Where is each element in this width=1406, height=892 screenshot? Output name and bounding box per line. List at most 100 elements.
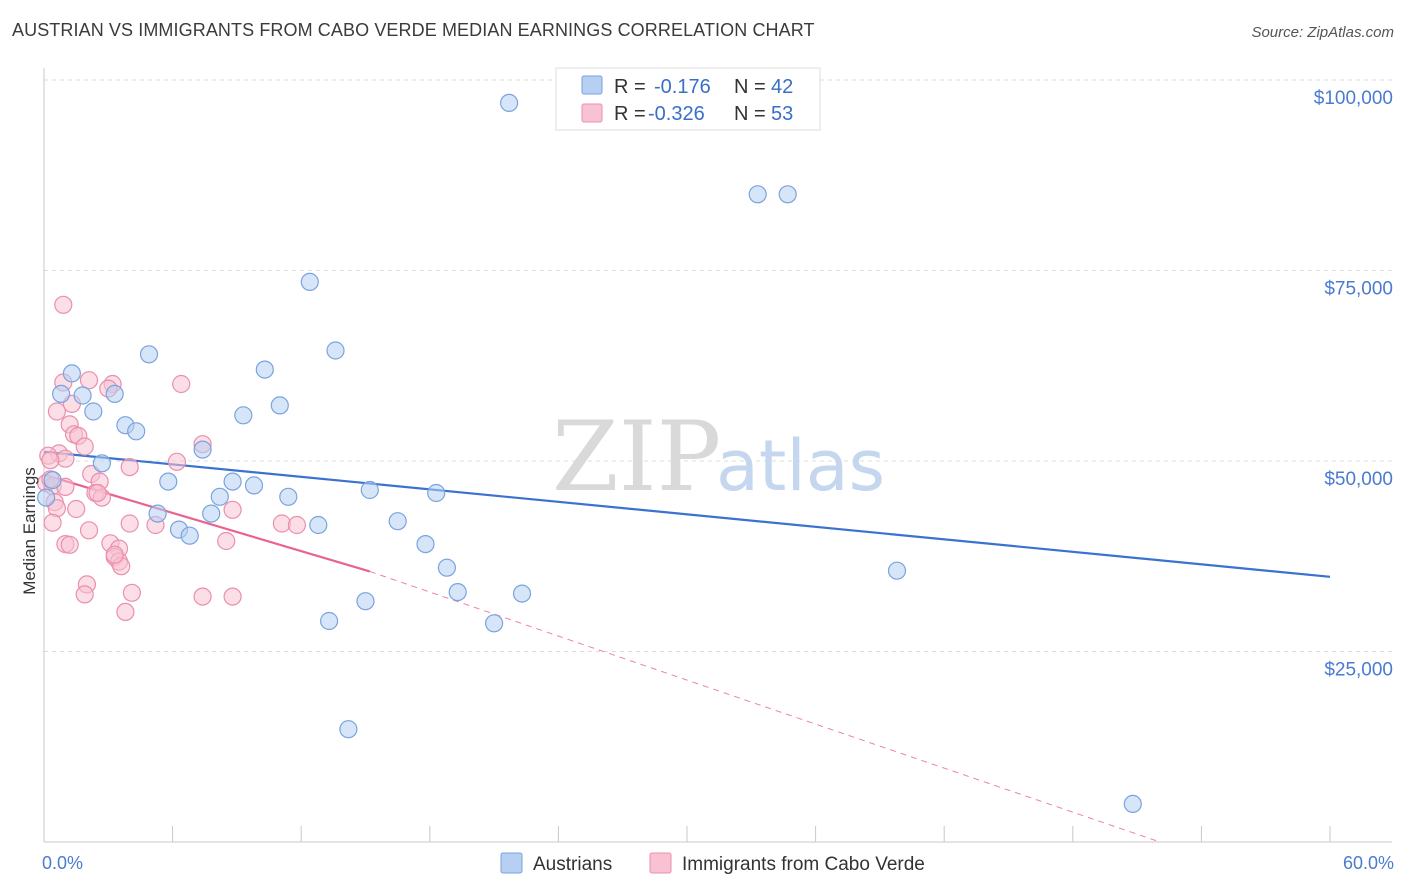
series-legend: Austrians Immigrants from Cabo Verde — [500, 852, 925, 875]
point-cabo-verde — [60, 535, 79, 554]
y-axis-label: Median Earnings — [20, 467, 39, 595]
point-austrians — [36, 488, 56, 507]
bottom-legend-swatch-cabo-verde — [649, 852, 672, 874]
point-cabo-verde — [217, 531, 236, 551]
point-cabo-verde — [223, 587, 242, 606]
legend-n-value: 42 — [771, 76, 793, 98]
point-cabo-verde — [120, 458, 139, 477]
bottom-legend-label-austrians: Austrians — [533, 854, 612, 875]
point-austrians — [270, 396, 289, 415]
watermark: ZIP atlas — [552, 401, 885, 513]
watermark-atlas: atlas — [716, 425, 885, 507]
point-austrians — [320, 611, 339, 631]
data-points — [36, 93, 1142, 814]
point-austrians — [193, 440, 212, 459]
point-austrians — [1123, 794, 1142, 814]
point-austrians — [223, 472, 242, 491]
point-austrians — [148, 504, 167, 523]
point-cabo-verde — [43, 513, 62, 532]
point-austrians — [326, 341, 345, 360]
point-austrians — [485, 614, 504, 633]
point-cabo-verde — [79, 371, 99, 390]
point-cabo-verde — [272, 514, 291, 533]
point-austrians — [210, 487, 229, 506]
point-cabo-verde — [116, 602, 135, 622]
point-cabo-verde — [47, 402, 67, 421]
point-austrians — [512, 584, 532, 603]
bottom-legend-label-cabo-verde: Immigrants from Cabo Verde — [682, 854, 925, 875]
point-austrians — [279, 487, 298, 506]
point-cabo-verde — [193, 587, 212, 606]
point-cabo-verde — [54, 295, 73, 314]
legend-r-label: R = — [614, 76, 646, 98]
tick-labels: $25,000 $50,000 $75,000 $100,000 0.0% 60.0% — [42, 88, 1394, 873]
x-tick-label-max: 60.0% — [1343, 853, 1394, 873]
point-austrians — [43, 471, 62, 490]
chart-title: AUSTRIAN VS IMMIGRANTS FROM CABO VERDE M… — [12, 20, 815, 40]
point-austrians — [887, 561, 907, 580]
point-austrians — [255, 360, 274, 379]
point-austrians — [84, 402, 103, 421]
point-austrians — [360, 480, 379, 500]
legend-swatch-cabo-verde — [581, 103, 603, 123]
point-austrians — [778, 185, 797, 204]
point-austrians — [339, 720, 358, 739]
point-cabo-verde — [120, 514, 139, 533]
legend-swatch-austrians — [581, 75, 603, 95]
point-cabo-verde — [75, 437, 94, 456]
point-cabo-verde — [67, 499, 86, 519]
point-cabo-verde — [122, 583, 141, 602]
legend-n-label: N = — [734, 76, 766, 98]
y-tick-label: $50,000 — [1324, 469, 1393, 490]
point-austrians — [127, 422, 146, 441]
y-tick-label: $100,000 — [1314, 88, 1393, 109]
x-tick-label-min: 0.0% — [42, 853, 83, 873]
point-austrians — [159, 472, 178, 491]
point-cabo-verde — [56, 449, 75, 468]
point-austrians — [92, 454, 112, 473]
y-tick-label: $75,000 — [1324, 279, 1393, 300]
point-austrians — [416, 534, 435, 554]
point-austrians — [437, 558, 456, 577]
point-cabo-verde — [172, 374, 191, 394]
source-credit: Source: ZipAtlas.com — [1251, 24, 1394, 41]
point-cabo-verde — [167, 452, 186, 471]
point-cabo-verde — [88, 483, 107, 503]
point-cabo-verde — [223, 500, 242, 519]
point-cabo-verde — [75, 585, 94, 604]
point-austrians — [244, 476, 264, 495]
point-cabo-verde — [79, 521, 99, 540]
point-austrians — [748, 185, 767, 204]
point-austrians — [105, 384, 124, 403]
legend-r-value: -0.326 — [648, 103, 705, 125]
point-austrians — [427, 483, 446, 503]
point-austrians — [356, 592, 375, 611]
point-austrians — [139, 345, 159, 364]
trend-extension-cabo-verde — [369, 571, 1161, 843]
bottom-legend-swatch-austrians — [500, 852, 523, 874]
watermark-zip: ZIP — [552, 401, 721, 513]
point-austrians — [234, 406, 253, 425]
legend-n-value: 53 — [771, 103, 793, 125]
point-austrians — [300, 272, 319, 291]
legend-r-value: -0.176 — [654, 76, 711, 98]
point-austrians — [500, 93, 519, 113]
legend-n-label: N = — [734, 103, 766, 125]
point-austrians — [62, 364, 82, 383]
point-austrians — [180, 526, 199, 545]
point-austrians — [51, 384, 71, 403]
trend-line-austrians — [43, 450, 1331, 578]
point-cabo-verde — [287, 515, 306, 535]
gridlines — [44, 79, 1392, 652]
point-cabo-verde — [41, 451, 60, 470]
point-austrians — [309, 515, 328, 535]
stats-legend: R = -0.176 N = 42 R = -0.326 N = 53 — [555, 67, 821, 131]
point-austrians — [448, 582, 467, 602]
point-austrians — [388, 512, 407, 531]
point-austrians — [73, 386, 92, 405]
y-tick-label: $25,000 — [1324, 660, 1393, 681]
point-austrians — [202, 504, 221, 523]
point-cabo-verde — [105, 545, 124, 564]
legend-r-label: R = — [614, 103, 646, 125]
